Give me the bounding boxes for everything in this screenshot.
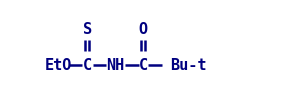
Text: EtO: EtO [45, 58, 73, 73]
Text: O: O [139, 22, 148, 37]
Text: Bu-t: Bu-t [171, 58, 207, 73]
Text: S: S [83, 22, 92, 37]
Text: NH: NH [107, 58, 125, 73]
Text: C: C [83, 58, 92, 73]
Text: C: C [139, 58, 148, 73]
